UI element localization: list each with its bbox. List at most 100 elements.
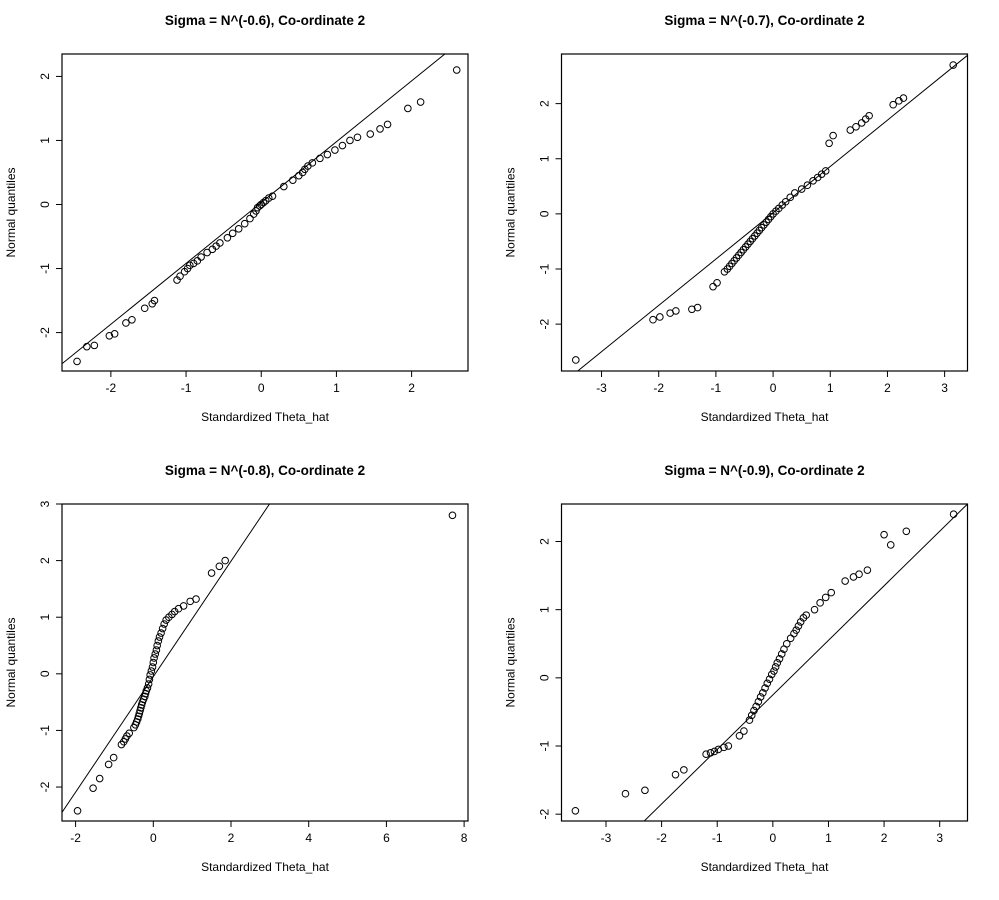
- data-point: [73, 357, 81, 366]
- x-tick-label: 6: [383, 831, 390, 845]
- y-axis-label: Normal quantiles: [504, 617, 518, 707]
- y-tick-label: -2: [538, 318, 552, 329]
- data-point: [416, 98, 425, 106]
- data-point: [821, 167, 830, 175]
- x-tick-label: -2: [70, 831, 81, 845]
- x-axis-label: Standardized Theta_hat: [201, 410, 330, 424]
- data-point: [376, 125, 384, 133]
- data-point: [145, 675, 154, 684]
- qq-plot-canvas-sigma-0-6: -2 -1 0 1 2 -2 -1 0 1 2 Sigma = N^(-0.6), Co-ordin…: [4, 13, 469, 424]
- data-point: [786, 193, 795, 202]
- data-point: [782, 639, 791, 648]
- data-point: [816, 599, 824, 607]
- x-tick-label: -1: [712, 831, 723, 845]
- data-point: [724, 742, 733, 750]
- data-point: [240, 219, 249, 228]
- data-point: [571, 356, 580, 364]
- data-point: [846, 126, 855, 134]
- data-point: [752, 702, 760, 711]
- qq-plot-panel-sigma-0-7: -3 -2 -1 0 1 2 3 -2 -1 0 1 2 Sigma = N^(-0.7), Co-or…: [499, 0, 999, 450]
- x-axis-label: Standardized Theta_hat: [701, 860, 830, 874]
- data-point: [792, 626, 801, 634]
- x-tick-label: 0: [258, 381, 265, 395]
- qq-plot-canvas-sigma-0-7: -3 -2 -1 0 1 2 3 -2 -1 0 1 2 Sigma = N^(-0.7), Co-or…: [504, 13, 969, 424]
- panel-title: Sigma = N^(-0.8), Co-ordinate 2: [165, 463, 365, 478]
- data-point: [641, 786, 649, 795]
- data-point: [710, 747, 719, 756]
- data-point: [152, 646, 161, 654]
- x-tick-label: 1: [825, 831, 832, 845]
- data-point: [215, 562, 224, 571]
- data-point: [810, 605, 819, 614]
- data-point: [740, 727, 748, 735]
- x-tick-label: 3: [941, 381, 948, 395]
- data-point: [268, 192, 277, 200]
- data-point: [781, 197, 790, 206]
- x-tick-label: 4: [305, 831, 312, 845]
- data-point: [773, 659, 782, 667]
- qq-plot-canvas-sigma-0-8: -2 0 2 4 6 8 -2 -1 0 1 2 3 Sigma = N^(-0.8), Co-ordi…: [4, 463, 469, 874]
- data-point: [223, 233, 232, 242]
- data-point: [949, 510, 958, 519]
- x-tick-label: 8: [461, 831, 468, 845]
- data-point: [143, 684, 152, 692]
- data-point: [680, 766, 688, 774]
- data-point: [308, 159, 317, 167]
- plot-box: [560, 53, 969, 372]
- x-tick-label: 0: [150, 831, 157, 845]
- plot-box: [61, 53, 469, 372]
- data-point: [761, 684, 769, 692]
- data-point: [797, 185, 806, 193]
- data-point: [140, 304, 149, 313]
- data-point: [105, 331, 114, 340]
- data-point: [189, 259, 198, 268]
- data-point: [128, 315, 136, 324]
- data-point: [571, 806, 580, 815]
- y-tick-label: 1: [38, 137, 52, 144]
- data-point: [338, 141, 347, 150]
- y-axis-label: Normal quantiles: [504, 167, 518, 257]
- data-point: [841, 577, 849, 585]
- data-point: [949, 61, 958, 69]
- data-point: [383, 120, 392, 129]
- data-point: [852, 122, 860, 131]
- data-point: [158, 624, 167, 633]
- data-point: [756, 693, 765, 701]
- data-point: [149, 658, 158, 667]
- data-point: [763, 679, 772, 688]
- data-point: [146, 671, 154, 679]
- data-point: [688, 305, 696, 314]
- data-point: [649, 315, 657, 324]
- data-point: [656, 313, 664, 321]
- data-point: [899, 94, 908, 102]
- data-point: [264, 194, 273, 202]
- data-point: [125, 729, 134, 738]
- data-point: [144, 680, 153, 688]
- data-point: [821, 593, 830, 602]
- data-point: [750, 706, 758, 715]
- data-point: [150, 654, 158, 662]
- qq-plot-panel-sigma-0-6: -2 -1 0 1 2 -2 -1 0 1 2 Sigma = N^(-0.6), Co-ordin…: [0, 0, 499, 450]
- data-point: [720, 743, 728, 752]
- data-point: [621, 789, 630, 798]
- qq-plot-panel-sigma-0-8: -2 0 2 4 6 8 -2 -1 0 1 2 3 Sigma = N^(-0.8), Co-ordi…: [0, 450, 499, 900]
- y-tick-label: -1: [38, 725, 52, 736]
- data-point: [259, 198, 268, 207]
- data-point: [109, 753, 118, 762]
- data-point: [671, 770, 680, 779]
- data-point: [153, 641, 161, 650]
- x-tick-label: 0: [770, 381, 777, 395]
- data-point: [246, 214, 254, 223]
- x-axis-label: Standardized Theta_hat: [701, 410, 830, 424]
- data-point: [221, 556, 229, 565]
- x-tick-label: 2: [884, 381, 891, 395]
- data-point: [155, 633, 164, 641]
- data-point: [802, 611, 811, 619]
- data-point: [316, 154, 324, 163]
- data-point: [886, 541, 895, 549]
- y-tick-label: -2: [38, 781, 52, 792]
- x-tick-label: -2: [106, 381, 117, 395]
- data-point: [827, 588, 836, 597]
- data-point: [176, 272, 184, 281]
